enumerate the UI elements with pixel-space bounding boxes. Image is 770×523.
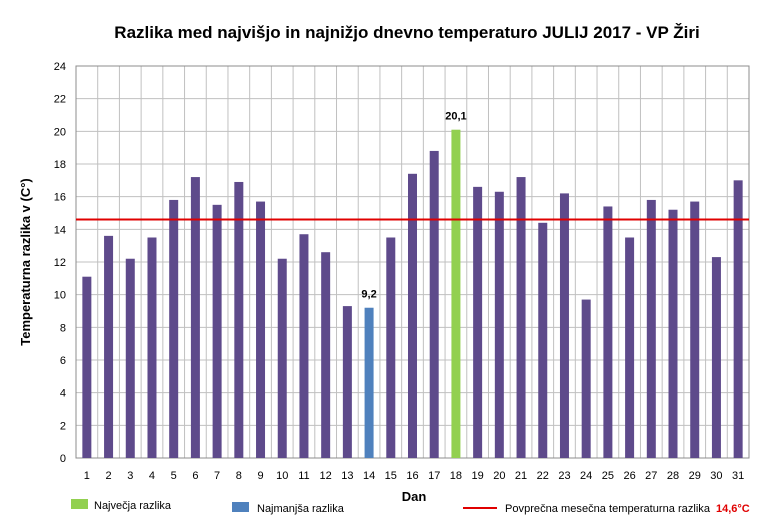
y-tick-label: 10 xyxy=(54,290,66,302)
bar-day-15 xyxy=(386,237,396,458)
x-tick-label: 19 xyxy=(472,470,484,482)
bar-day-9 xyxy=(256,201,266,459)
bar-day-14 xyxy=(364,307,374,458)
bar-day-19 xyxy=(473,186,483,458)
x-tick-label: 5 xyxy=(171,470,177,482)
bar-day-18 xyxy=(451,129,461,458)
y-axis-title: Temperaturna razlika v (C°) xyxy=(18,178,33,346)
legend-max-label: Največja razlika xyxy=(94,500,172,512)
bar-day-3 xyxy=(125,258,135,458)
legend-average-value: 14,6°C xyxy=(716,503,750,515)
x-tick-label: 17 xyxy=(428,470,440,482)
bar-day-26 xyxy=(625,237,635,458)
y-tick-label: 14 xyxy=(54,224,66,236)
bar-day-29 xyxy=(690,201,700,459)
legend-average-label: Povprečna mesečna temperaturna razlika xyxy=(505,503,711,515)
x-tick-label: 1 xyxy=(84,470,90,482)
bar-day-11 xyxy=(299,234,309,458)
x-tick-label: 6 xyxy=(192,470,198,482)
x-tick-label: 14 xyxy=(363,470,375,482)
bar-day-24 xyxy=(581,299,591,458)
bar-day-20 xyxy=(494,191,504,458)
y-tick-label: 16 xyxy=(54,192,66,204)
y-tick-label: 6 xyxy=(60,355,66,367)
x-axis-title: Dan xyxy=(402,489,427,504)
bars xyxy=(82,129,743,459)
x-tick-label: 28 xyxy=(667,470,679,482)
x-tick-label: 3 xyxy=(127,470,133,482)
bar-day-4 xyxy=(147,237,157,458)
bar-day-2 xyxy=(104,235,114,458)
bar-day-31 xyxy=(733,180,743,459)
bar-day-28 xyxy=(668,209,678,458)
x-tick-label: 25 xyxy=(602,470,614,482)
y-tick-label: 8 xyxy=(60,322,66,334)
x-tick-label: 8 xyxy=(236,470,242,482)
bar-day-23 xyxy=(559,193,569,458)
y-tick-label: 2 xyxy=(60,420,66,432)
legend-min-label: Najmanjša razlika xyxy=(257,503,345,515)
legend-min-swatch xyxy=(232,502,249,512)
x-tick-label: 15 xyxy=(385,470,397,482)
x-tick-label: 16 xyxy=(406,470,418,482)
y-tick-label: 0 xyxy=(60,453,66,465)
x-tick-label: 21 xyxy=(515,470,527,482)
x-tick-label: 29 xyxy=(689,470,701,482)
x-tick-label: 13 xyxy=(341,470,353,482)
bar-day-17 xyxy=(429,150,439,458)
max-data-label: 20,1 xyxy=(445,111,466,123)
x-tick-label: 31 xyxy=(732,470,744,482)
bar-day-10 xyxy=(277,258,287,458)
x-tick-label: 23 xyxy=(558,470,570,482)
bar-day-12 xyxy=(321,252,331,458)
x-tick-label: 26 xyxy=(623,470,635,482)
x-tick-label: 7 xyxy=(214,470,220,482)
bar-day-16 xyxy=(408,173,417,459)
bar-day-21 xyxy=(516,177,526,459)
bar-day-25 xyxy=(603,206,613,458)
x-tick-label: 27 xyxy=(645,470,657,482)
bar-day-22 xyxy=(538,222,548,458)
x-tick-label: 11 xyxy=(298,470,309,482)
bar-day-30 xyxy=(711,257,721,458)
x-tick-label: 22 xyxy=(537,470,549,482)
x-tick-label: 18 xyxy=(450,470,462,482)
bar-day-5 xyxy=(169,199,179,458)
legend: Največja razlika Najmanjša razlika Povpr… xyxy=(71,499,750,515)
bar-day-6 xyxy=(190,177,200,459)
bar-day-7 xyxy=(212,204,222,458)
y-tick-label: 12 xyxy=(54,257,66,269)
grid xyxy=(75,65,750,459)
x-tick-label: 12 xyxy=(320,470,332,482)
y-tick-label: 18 xyxy=(54,159,66,171)
bar-day-13 xyxy=(342,306,352,458)
x-tick-label: 10 xyxy=(276,470,288,482)
x-tick-label: 24 xyxy=(580,470,592,482)
y-tick-label: 4 xyxy=(60,388,66,400)
x-tick-label: 4 xyxy=(149,470,155,482)
x-tick-label: 9 xyxy=(257,470,263,482)
min-data-label: 9,2 xyxy=(361,289,376,301)
x-tick-label: 30 xyxy=(710,470,722,482)
x-tick-label: 20 xyxy=(493,470,505,482)
y-tick-label: 22 xyxy=(54,94,66,106)
y-tick-label: 20 xyxy=(54,126,66,138)
x-tick-label: 2 xyxy=(106,470,112,482)
chart-title: Razlika med najvišjo in najnižjo dnevno … xyxy=(114,23,699,42)
legend-max-swatch xyxy=(71,499,88,509)
bar-day-27 xyxy=(646,199,656,458)
bar-day-1 xyxy=(82,276,92,458)
y-tick-label: 24 xyxy=(54,61,66,73)
bar-day-8 xyxy=(234,181,244,458)
x-ticks: 1 2 3 4 5 6 7 8 9 10 11 12 13 14 15 16 17 18 19 20 21 22 23 24 2… xyxy=(84,470,744,482)
